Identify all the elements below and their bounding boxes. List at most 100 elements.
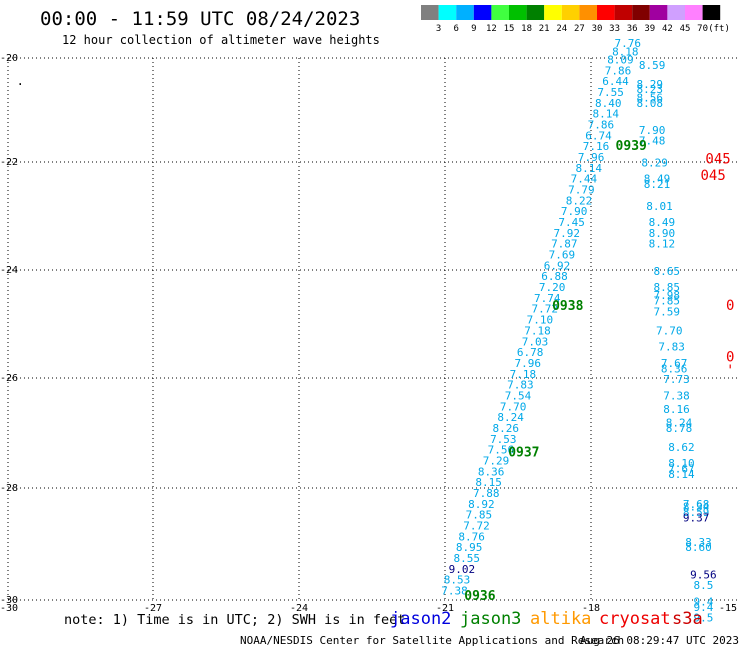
y-tick-label: -26 (0, 373, 18, 384)
wave-height-label: 7.68 (683, 498, 710, 511)
legend-label: 24 (556, 24, 567, 34)
x-tick-label: -15 (719, 603, 737, 614)
wave-height-label: 8.09 (607, 53, 634, 66)
wave-height-label: 6.78 (517, 346, 544, 359)
legend-label: 70 (697, 24, 708, 34)
legend-label: 3 (436, 24, 441, 34)
legend-swatch (667, 5, 685, 20)
wave-height-label: 8.5 (693, 579, 713, 592)
wave-height-label: 8.85 (654, 281, 681, 294)
wave-height-label: 8.21 (644, 178, 671, 191)
wave-height-label: 7.53 (490, 433, 517, 446)
satellite-s3a: s3a (672, 609, 703, 629)
wave-height-label: 9.56 (690, 568, 717, 581)
legend-label: 12 (486, 24, 497, 34)
wave-height-label: 7.98 (654, 289, 681, 302)
y-tick-label: -20 (0, 53, 18, 64)
wave-height-label: 7.70 (656, 324, 683, 337)
wave-height-label: 7.83 (507, 379, 534, 392)
wave-height-label: 7.70 (500, 400, 527, 413)
satellite-altika: altika (530, 609, 592, 629)
wave-height-label: 8.49 (649, 216, 676, 229)
wave-height-label: 8.65 (654, 265, 681, 278)
time-label: 0937 (508, 445, 539, 460)
wave-height-label: 7.73 (663, 373, 690, 386)
legend-label: 39 (644, 24, 655, 34)
wave-height-label: 7.48 (639, 135, 666, 148)
legend-label: 18 (521, 24, 532, 34)
legend-swatch (702, 5, 721, 20)
legend-swatch (509, 5, 527, 20)
x-tick-label: -27 (144, 603, 162, 614)
wave-height-label: 8.90 (649, 227, 676, 240)
y-tick-label: -24 (0, 265, 18, 276)
wave-height-label: 8.16 (663, 403, 690, 416)
y-tick-label: -28 (0, 483, 18, 494)
misc-mark: . (17, 74, 24, 88)
wave-height-label: 7.86 (605, 64, 632, 77)
legend-label: 45 (680, 24, 691, 34)
wave-height-label: 8.55 (453, 552, 480, 565)
wave-height-label: 7.29 (483, 455, 510, 468)
legend-label: 33 (609, 24, 620, 34)
wave-height-label: 9.02 (449, 563, 476, 576)
wave-height-label: 7.03 (522, 335, 549, 348)
wave-height-label: 8.59 (683, 506, 710, 519)
wave-height-label: 9.4 (693, 601, 713, 614)
legend-swatch (685, 5, 703, 20)
wave-height-label: 8.14 (593, 108, 620, 121)
wave-height-label: 6.74 (585, 129, 612, 142)
wave-height-label: 8.10 (668, 457, 695, 470)
wave-height-label: 8.08 (636, 97, 663, 110)
wave-height-label: 7.59 (654, 305, 681, 318)
wave-height-label: 8.26 (493, 422, 520, 435)
wave-height-label: 8.29 (636, 78, 663, 91)
wave-height-label: 7.79 (568, 184, 595, 197)
wave-height-label: 9.4 (693, 595, 713, 608)
wave-height-label: 6.92 (544, 259, 571, 272)
x-tick-label: -24 (290, 603, 308, 614)
wave-height-label: 8.29 (641, 156, 668, 169)
wave-height-label: 8.01 (646, 200, 673, 213)
wave-height-label: 8.60 (685, 541, 712, 554)
red-track-label: 045 (701, 168, 726, 184)
satellite-jason2: jason2 (390, 609, 452, 629)
generation-timestamp: Aug 26 08:29:47 UTC 2023 (580, 634, 739, 647)
wave-height-label: 8.36 (478, 465, 505, 478)
legend-label: 27 (574, 24, 585, 34)
wave-height-label: 8.78 (666, 422, 693, 435)
wave-height-label: 7.18 (524, 324, 551, 337)
legend-swatch (421, 5, 439, 20)
wave-height-label: 7.85 (654, 295, 681, 308)
wave-height-label: 7.74 (534, 292, 561, 305)
wave-height-label: 7.16 (583, 140, 610, 153)
y-tick-label: -30 (0, 595, 18, 606)
wave-height-label: 7.76 (615, 37, 642, 50)
red-track-label: ' (726, 363, 734, 379)
wave-height-label: 7.10 (527, 314, 554, 327)
wave-height-label: 7.96 (578, 151, 605, 164)
legend-swatch (473, 5, 492, 20)
wave-height-label: 8.24 (497, 411, 524, 424)
wave-height-label: 8.40 (595, 97, 622, 110)
footer-note: note: 1) Time is in UTC; 2) SWH is in fe… (64, 612, 406, 628)
wave-height-label: 7.85 (466, 509, 493, 522)
wave-height-label: 7.72 (532, 303, 559, 316)
legend-swatch (544, 5, 562, 20)
time-label: 0936 (464, 589, 495, 604)
wave-height-label: 7.55 (597, 86, 624, 99)
wave-height-label: 7.38 (441, 585, 468, 598)
wave-height-label: 8.62 (668, 441, 695, 454)
legend-swatch (526, 5, 545, 20)
chart-title: 00:00 - 11:59 UTC 08/24/2023 (40, 8, 361, 30)
wave-height-label: 7.88 (473, 487, 500, 500)
x-tick-label: -30 (0, 603, 18, 614)
wave-height-label: 8.49 (644, 173, 671, 186)
time-label: 0938 (552, 299, 583, 314)
red-track-label: 0 (726, 350, 734, 366)
wave-height-label: 7.67 (668, 463, 695, 476)
wave-height-label: 7.20 (539, 281, 566, 294)
legend-swatch (561, 5, 580, 20)
satellite-cryosat: cryosat (599, 609, 671, 629)
legend-label: 6 (453, 24, 458, 34)
